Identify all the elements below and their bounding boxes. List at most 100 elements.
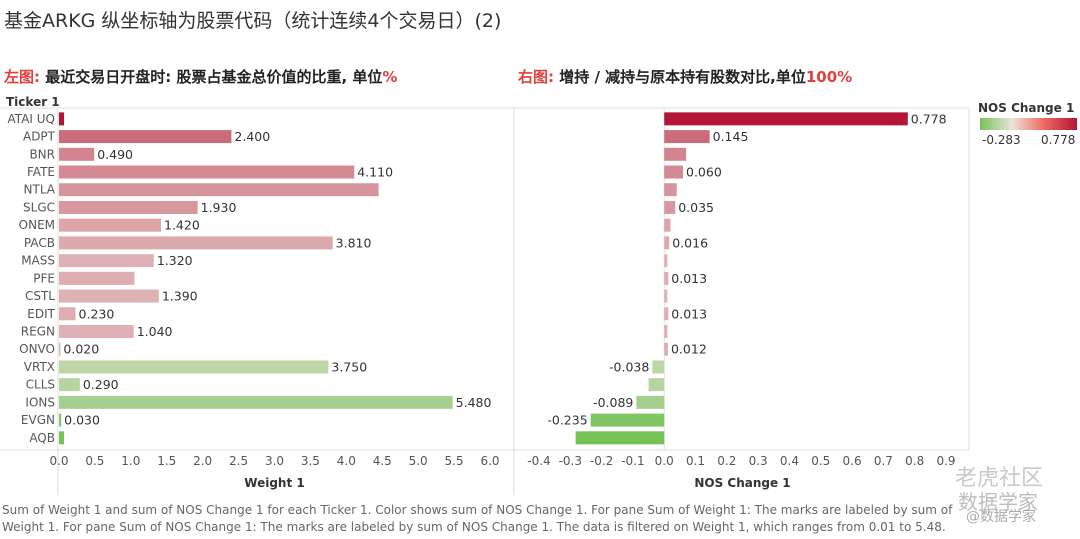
bar-weight-1 [59,254,154,268]
ticker-label: ADPT [23,130,56,144]
x-tick-label: 0.9 [936,454,955,468]
legend-max-label: 0.778 [1041,133,1076,147]
left-subtitle-prefix: 左图: [4,68,40,86]
bar-weight-1 [59,431,65,445]
ticker-label: IONS [25,395,55,409]
bar-nos-change-1 [664,342,668,356]
ticker-label: REGN [21,325,55,339]
ticker-label: CSTL [25,289,55,303]
legend-color-ramp [980,118,1077,130]
x-tick-label: 0.8 [905,454,924,468]
x-tick-label: 0.5 [85,454,104,468]
bar-value-label: -0.038 [609,359,649,374]
right-pane-subtitle: 右图: 增持 / 减持与原本持有股数对比,单位100% [518,66,852,87]
bar-nos-change-1 [664,271,669,285]
bar-weight-1 [59,413,62,427]
bar-value-label: 2.400 [234,129,270,144]
bar-value-label: 0.290 [83,377,119,392]
x-tick-label: 3.0 [265,454,284,468]
bar-value-label: 0.060 [686,165,722,180]
bar-weight-1 [59,271,135,285]
bar-nos-change-1 [664,112,908,126]
x-tick-label: 5.0 [409,454,428,468]
x-tick-label: 2.0 [193,454,212,468]
ticker-label: FATE [27,165,55,179]
x-tick-label: 4.0 [337,454,356,468]
bar-weight-1 [59,325,134,338]
x-tick-label: -0.3 [559,454,582,468]
x-tick-label: -0.4 [527,454,550,468]
bar-nos-change-1 [652,360,665,374]
ticker-label: NTLA [24,183,56,197]
ticker-label: BNR [29,147,55,161]
ticker-label: ONVO [19,342,55,356]
bar-value-label: 0.020 [63,342,99,357]
left-pane-subtitle: 左图: 最近交易日开盘时: 股票占基金总价值的比重, 单位% [4,66,397,87]
bar-value-label: 0.145 [713,129,749,144]
bar-nos-change-1 [664,325,668,338]
bar-value-label: 3.810 [336,235,372,250]
ticker-label: EDIT [27,307,55,321]
bar-value-label: 0.030 [64,413,100,428]
bar-value-label: 0.490 [97,147,133,162]
bar-value-label: 1.420 [164,218,200,233]
bar-nos-change-1 [664,236,670,250]
ticker-label: ONEM [19,218,55,232]
left-subtitle-text: 最近交易日开盘时: 股票占基金总价值的比重, 单位 [45,68,383,86]
bar-value-label: -0.089 [593,395,633,410]
bar-value-label: 1.040 [137,324,173,339]
x-tick-label: 0.5 [811,454,830,468]
bar-weight-1 [59,289,159,303]
x-tick-label: -0.1 [621,454,644,468]
x-tick-label: 0.3 [749,454,768,468]
bar-value-label: 0.013 [671,306,707,321]
legend-min-label: -0.283 [982,133,1021,147]
bar-weight-1 [59,183,379,197]
bar-weight-1 [59,165,355,179]
bar-value-label: -0.235 [547,413,587,428]
chart-title: 基金ARKG 纵坐标轴为股票代码（统计连续4个交易日）(2) [4,10,502,32]
bar-value-label: 0.778 [911,111,947,126]
bar-value-label: 0.012 [671,342,707,357]
ticker-label: SLGC [23,200,55,214]
bar-weight-1 [59,307,76,321]
bar-nos-change-1 [664,289,668,303]
bar-weight-1 [59,112,65,126]
bar-value-label: 1.390 [162,289,198,304]
ticker-label: PACB [24,236,55,250]
right-subtitle-prefix: 右图: [518,68,554,86]
watermark-top-text: 老虎社区 [955,466,1044,491]
bar-weight-1 [59,218,162,232]
x-tick-label: 0.0 [655,454,674,468]
x-tick-label: 5.5 [445,454,464,468]
chart-footnote: Sum of Weight 1 and sum of NOS Change 1 … [2,503,953,534]
ticker-label: ATAI UQ [8,112,55,126]
bar-nos-change-1 [664,200,676,214]
bar-weight-1 [59,360,329,374]
bar-nos-change-1 [664,218,671,232]
bar-nos-change-1 [664,147,687,161]
bar-weight-1 [59,236,333,250]
x-tick-label: 2.5 [229,454,248,468]
bar-nos-change-1 [590,413,665,427]
bar-weight-1 [59,395,453,409]
bar-value-label: 0.016 [672,235,708,250]
ticker-label: VRTX [24,360,55,374]
legend-title: NOS Change 1 [978,101,1075,115]
ticker-label: PFE [33,271,55,285]
x-tick-label: -0.2 [590,454,613,468]
bar-nos-change-1 [636,395,665,409]
x-tick-label: 0.1 [686,454,705,468]
bar-nos-change-1 [664,254,668,268]
left-subtitle-unit: % [382,68,398,86]
x-tick-label: 3.5 [301,454,320,468]
bar-nos-change-1 [664,130,710,144]
bar-weight-1 [59,147,95,161]
bar-value-label: 0.230 [79,306,115,321]
ticker-label: CLLS [26,378,55,392]
ticker-label: AQB [29,431,55,445]
bar-nos-change-1 [648,378,665,392]
x-axis-title: Weight 1 [244,476,304,490]
bar-nos-change-1 [664,165,684,179]
bar-weight-1 [59,378,80,392]
